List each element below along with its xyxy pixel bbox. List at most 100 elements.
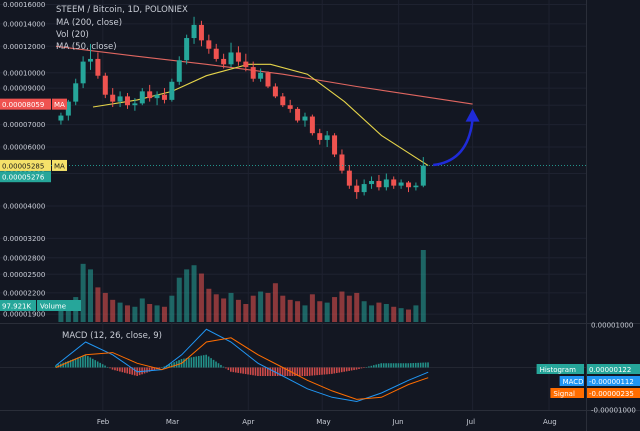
macd-histogram-bar (72, 359, 74, 368)
macd-histogram-bar (360, 367, 363, 369)
price-pane[interactable] (0, 16, 586, 322)
macd-histogram-bar (99, 362, 101, 368)
candle-body (88, 58, 94, 62)
macd-title: MACD (12, 26, close, 9) (62, 331, 162, 341)
macd-histogram-bar (74, 358, 77, 368)
y-tick-label: 0.00002500 (3, 271, 45, 279)
macd-histogram-bar (336, 367, 338, 374)
candle-body (235, 52, 241, 62)
macd-histogram-bar (217, 363, 220, 368)
macd-histogram-bar (303, 367, 306, 376)
macd-readout-label: MACD (563, 378, 584, 386)
macd-histogram-bar (269, 367, 272, 376)
ma200-line (55, 45, 473, 105)
macd-histogram-bar (225, 367, 227, 369)
macd-histogram-bar (348, 367, 350, 371)
macd-y-tick-label: -0.00001000 (591, 407, 636, 415)
y-tick-label: 0.00010000 (3, 69, 45, 77)
y-tick-label: 0.00014000 (3, 20, 45, 28)
candle-body (65, 101, 71, 116)
candle-body (406, 182, 412, 188)
macd-histogram-bar (146, 367, 148, 373)
macd-histogram-bar (62, 362, 64, 368)
macd-histogram-bar (264, 367, 267, 376)
macd-histogram-bar (109, 367, 111, 369)
macd-histogram-bar (151, 367, 153, 371)
macd-histogram-bar (87, 356, 89, 368)
macd-histogram-bar (94, 360, 97, 368)
candle-body (161, 94, 167, 100)
volume-tag-label-box (37, 300, 81, 311)
macd-histogram-bar (412, 363, 415, 368)
volume-bar (161, 306, 167, 322)
macd-histogram-bar (286, 367, 289, 376)
macd-histogram-bar (143, 367, 146, 374)
macd-histogram-bar (308, 367, 311, 376)
y-tick-label: 0.00012000 (3, 43, 45, 51)
chart-legend: STEEM / Bitcoin, 1D, POLONIEX MA (200, c… (56, 5, 188, 341)
macd-histogram-bar (419, 362, 422, 368)
candle-body (383, 179, 389, 188)
x-tick-label: Apr (242, 418, 254, 426)
candle-body (272, 86, 278, 97)
y-tick-label: 0.00002800 (3, 254, 45, 262)
macd-histogram-bar (414, 362, 417, 368)
macd-histogram-bar (392, 363, 395, 368)
y-tick-label: 0.00006000 (3, 144, 45, 152)
macd-histogram-bar (161, 367, 163, 368)
macd-histogram-bar (318, 367, 321, 375)
macd-histogram-bar (234, 367, 237, 373)
legend-volume: Vol (20) (56, 30, 89, 40)
macd-histogram-bar (323, 367, 326, 375)
x-tick-label: Jul (466, 418, 476, 426)
macd-histogram-bar (67, 360, 69, 368)
macd-histogram-bar (358, 367, 360, 369)
macd-histogram-bar (131, 367, 134, 375)
candle-body (413, 185, 419, 188)
volume-bar (198, 273, 204, 322)
macd-histogram-bar (313, 367, 316, 376)
candle-body (309, 116, 315, 134)
macd-histogram-bar (345, 367, 348, 372)
macd-histogram-bar (259, 367, 262, 376)
volume-bar (132, 306, 138, 322)
volume-bar (391, 306, 397, 322)
legend-ma50: MA (50, close) (56, 42, 117, 52)
x-tick-label: May (316, 418, 330, 426)
macd-histogram-bar (173, 362, 175, 368)
macd-histogram-bar (373, 365, 375, 368)
macd-histogram-bar (301, 367, 304, 376)
macd-pane[interactable] (0, 328, 586, 403)
macd-histogram-bar (321, 367, 323, 375)
macd-histogram-bar (183, 358, 185, 368)
macd-histogram-bar (390, 363, 392, 368)
macd-histogram-bar (79, 356, 82, 368)
macd-histogram-bar (368, 366, 370, 368)
y-tick-label: 0.00009000 (3, 85, 45, 93)
macd-histogram-bar (121, 367, 124, 373)
macd-histogram-bar (188, 357, 190, 368)
macd-histogram-bar (212, 359, 215, 368)
volume-bar (184, 269, 190, 322)
y-tick-label: 0.00001900 (3, 311, 45, 319)
volume-bar (139, 298, 145, 322)
macd-histogram-bar (207, 356, 210, 368)
macd-histogram-bar (355, 367, 358, 370)
macd-histogram-bar (427, 362, 429, 368)
macd-histogram-bar (239, 367, 242, 374)
macd-histogram-bar (205, 354, 207, 368)
macd-histogram-bar (124, 367, 126, 373)
volume-bar (376, 302, 382, 322)
volume-bar (147, 304, 153, 322)
volume-bar (228, 292, 234, 322)
macd-histogram-bar (375, 364, 378, 368)
volume-bar (206, 288, 212, 322)
macd-histogram-bar (119, 367, 121, 372)
macd-histogram-bar (200, 355, 203, 368)
macd-histogram-bar (185, 358, 188, 368)
macd-histogram-bar (257, 367, 259, 376)
macd-histogram-bar (424, 362, 427, 368)
volume-bar (413, 305, 419, 322)
legend-ma200: MA (200, close) (56, 18, 122, 28)
volume-bar (332, 297, 338, 322)
